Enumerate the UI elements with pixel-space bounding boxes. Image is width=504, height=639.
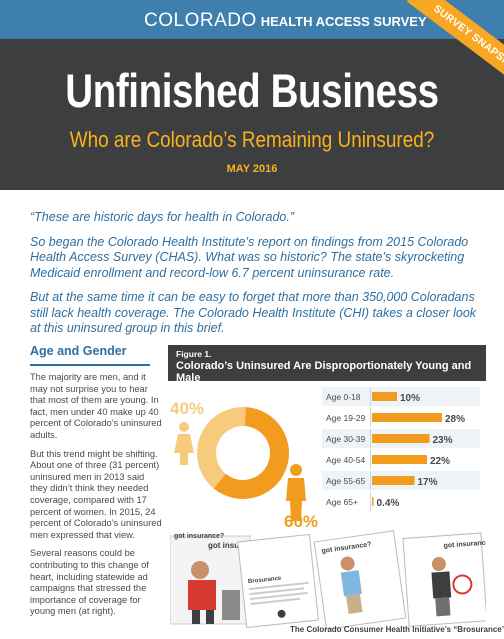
bar-value-label: 17% — [418, 477, 438, 488]
hero-band: Unfinished Business Who are Colorado’s R… — [0, 39, 504, 190]
ads-caption: The Colorado Consumer Health Initiative’… — [290, 625, 504, 634]
bar-category-label: Age 19-29 — [326, 413, 365, 423]
intro-paragraph-1: So began the Colorado Health Institute’s… — [30, 234, 469, 280]
ad-image-2: Brosurance — [237, 533, 319, 629]
bar-category-label: Age 0-18 — [326, 392, 361, 402]
page-subtitle: Who are Colorado’s Remaining Uninsured? — [69, 127, 435, 152]
ad-tagline-3: got insurance? — [443, 539, 486, 549]
ad-brand-label: Brosurance — [248, 576, 282, 586]
bar-row-divider — [370, 408, 371, 427]
brand-secondary: HEALTH ACCESS SURVEY — [260, 14, 427, 29]
bar-value-label: 28% — [445, 414, 465, 425]
bar-row-bg — [322, 387, 480, 406]
bar-category-label: Age 40-54 — [326, 455, 365, 465]
bar-value-label: 10% — [400, 393, 420, 404]
ad-image-4: got insurance? — [402, 532, 486, 627]
brand-logo: COLORADO HEALTH ACCESS SURVEY — [144, 10, 427, 32]
age-gender-section: Age and Gender The majority are men, and… — [30, 344, 164, 625]
figure-title: Colorado’s Uninsured Are Disproportionat… — [176, 360, 472, 384]
brand-primary: COLORADO — [144, 10, 257, 31]
bar-row-bg — [322, 492, 480, 511]
ad-image-3: got insurance? — [313, 530, 407, 630]
figure-number: Figure 1. — [176, 349, 212, 359]
bar-age-40-54 — [372, 455, 427, 464]
bar-value-label: 23% — [433, 435, 453, 446]
intro-quote: “These are historic days for health in C… — [30, 210, 295, 224]
section-paragraph-1: The majority are men, and it may not sur… — [30, 372, 162, 440]
ribbon-label: SURVEY SNAPSHOT — [406, 0, 504, 98]
bar-category-label: Age 55-65 — [326, 476, 365, 486]
bar-value-label: 22% — [430, 456, 450, 467]
section-paragraph-3: Several reasons could be contributing to… — [30, 548, 149, 617]
brosurance-ads: got insurance? Brosurance got insurance?… — [170, 530, 486, 630]
figure-subtitle: Gender and Age Distribution of the Unins… — [176, 385, 372, 395]
bar-age-55-65 — [372, 476, 415, 485]
bar-row-divider — [370, 387, 371, 406]
bar-age-30-39 — [372, 434, 430, 443]
donut-label-female: 40% — [170, 399, 204, 418]
bar-category-label: Age 30-39 — [326, 434, 365, 444]
bar-row-divider — [370, 429, 371, 448]
bar-row-divider — [370, 471, 371, 490]
donut-label-male: 60% — [284, 512, 318, 528]
intro-paragraph-2: But at the same time it can be easy to f… — [30, 290, 477, 335]
bar-age-19-29 — [372, 413, 442, 422]
ad-tagline-4: got insurance? — [174, 533, 224, 540]
ad-tagline-1: got insurance? — [208, 541, 265, 550]
bar-row-divider — [370, 492, 371, 511]
publish-date: MAY 2016 — [226, 163, 278, 175]
figure-1: Figure 1. Colorado’s Uninsured Are Dispr… — [168, 345, 486, 528]
bar-chart: Age 0-18 10% Age 19-29 28% Age 30-39 23% Age 4… — [322, 387, 480, 511]
section-heading: Age and Gender — [30, 344, 127, 358]
section-paragraph-2: But this trend might be shifting. About … — [30, 448, 162, 540]
bar-age-65- — [372, 497, 374, 506]
bar-age-0-18 — [372, 392, 397, 401]
figure-chart: 40% 60% Age 0-18 10% Age 19-29 28% Age 30-39… — [170, 387, 480, 528]
donut-slice-female — [196, 407, 246, 489]
donut-slice-male — [213, 407, 289, 499]
male-icon — [286, 464, 306, 521]
page-title: Unfinished Business — [65, 64, 439, 117]
figure-header: Figure 1. Colorado’s Uninsured Are Dispr… — [168, 345, 486, 395]
corner-ribbon: SURVEY SNAPSHOT — [384, 0, 504, 110]
female-icon — [174, 422, 194, 465]
donut-chart — [196, 407, 289, 499]
bar-category-label: Age 65+ — [326, 497, 358, 507]
bar-value-label: 0.4% — [377, 498, 400, 509]
intro-block: “These are historic days for health in C… — [30, 210, 480, 346]
bar-row-divider — [370, 450, 371, 469]
section-rule — [30, 364, 150, 366]
